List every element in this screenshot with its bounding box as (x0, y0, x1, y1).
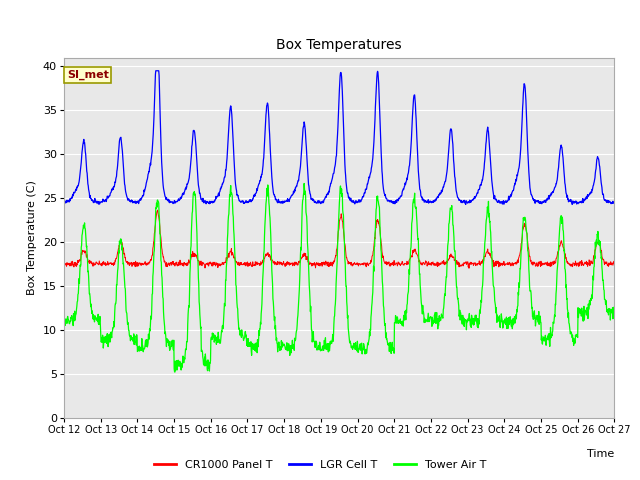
Tower Air T (171, 369, 179, 375)
CR1000 Panel T (103, 261, 111, 267)
Text: SI_met: SI_met (67, 70, 109, 81)
CR1000 Panel T (305, 260, 313, 266)
Line: LGR Cell T: LGR Cell T (64, 71, 614, 204)
Tower Air T (60, 312, 68, 318)
Tower Air T (103, 340, 111, 346)
LGR Cell T (294, 178, 301, 184)
CR1000 Panel T (60, 259, 68, 264)
Title: Box Temperatures: Box Temperatures (276, 38, 402, 52)
CR1000 Panel T (374, 216, 381, 222)
Tower Air T (125, 327, 133, 333)
LGR Cell T (60, 199, 68, 205)
Tower Air T (374, 198, 382, 204)
LGR Cell T (305, 187, 313, 193)
Tower Air T (306, 288, 314, 294)
LGR Cell T (568, 202, 576, 207)
LGR Cell T (316, 200, 323, 205)
Y-axis label: Box Temperature (C): Box Temperature (C) (28, 180, 37, 295)
Line: Tower Air T: Tower Air T (64, 183, 614, 372)
CR1000 Panel T (154, 207, 161, 213)
LGR Cell T (125, 196, 133, 202)
Tower Air T (294, 312, 301, 318)
Tower Air T (300, 180, 308, 186)
LGR Cell T (611, 199, 618, 205)
Line: CR1000 Panel T: CR1000 Panel T (64, 210, 614, 268)
LGR Cell T (152, 68, 159, 73)
Tower Air T (316, 339, 323, 345)
Text: Time: Time (587, 449, 614, 458)
CR1000 Panel T (294, 262, 301, 268)
CR1000 Panel T (316, 262, 323, 268)
Tower Air T (611, 312, 618, 318)
CR1000 Panel T (125, 260, 133, 266)
Legend: CR1000 Panel T, LGR Cell T, Tower Air T: CR1000 Panel T, LGR Cell T, Tower Air T (149, 456, 491, 474)
LGR Cell T (103, 197, 111, 203)
CR1000 Panel T (465, 265, 473, 271)
CR1000 Panel T (611, 261, 618, 267)
LGR Cell T (374, 69, 381, 74)
